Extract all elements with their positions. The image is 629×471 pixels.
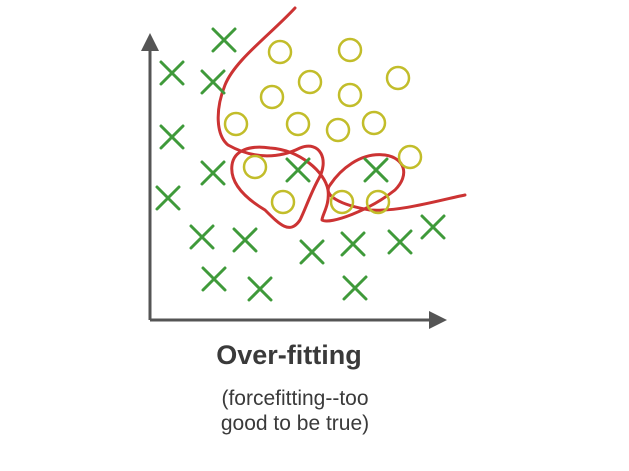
circle-marker bbox=[267, 39, 293, 65]
circle-marker bbox=[297, 69, 323, 95]
cross-marker bbox=[159, 60, 185, 86]
circle-marker bbox=[270, 189, 296, 215]
cross-marker bbox=[159, 124, 185, 150]
cross-marker bbox=[247, 276, 273, 302]
circle-marker bbox=[385, 65, 411, 91]
circle-marker bbox=[361, 110, 387, 136]
cross-marker bbox=[363, 157, 389, 183]
circle-marker bbox=[329, 189, 355, 215]
cross-marker bbox=[387, 229, 413, 255]
cross-marker bbox=[342, 275, 368, 301]
circle-markers bbox=[223, 37, 423, 215]
circle-marker bbox=[242, 154, 268, 180]
circle-marker bbox=[259, 84, 285, 110]
circle-marker bbox=[365, 189, 391, 215]
cross-marker bbox=[200, 69, 226, 95]
cross-marker bbox=[285, 157, 311, 183]
circle-marker bbox=[337, 37, 363, 63]
circle-marker bbox=[285, 111, 311, 137]
cross-marker bbox=[155, 185, 181, 211]
cross-marker bbox=[340, 231, 366, 257]
cross-marker bbox=[189, 224, 215, 250]
circle-marker bbox=[325, 117, 351, 143]
circle-marker bbox=[223, 111, 249, 137]
caption-subtitle-line-2: good to be true) bbox=[220, 412, 370, 435]
cross-marker bbox=[299, 239, 325, 265]
cross-marker bbox=[211, 27, 237, 53]
cross-marker bbox=[201, 266, 227, 292]
cross-marker bbox=[200, 160, 226, 186]
overfitting-diagram bbox=[141, 6, 467, 329]
caption-subtitle: (forcefitting--too good to be true) bbox=[0, 386, 590, 436]
caption-subtitle-line-1: (forcefitting--too bbox=[221, 387, 369, 410]
cross-marker bbox=[420, 214, 446, 240]
circle-marker bbox=[337, 82, 363, 108]
decision-boundary bbox=[216, 6, 467, 229]
cross-marker bbox=[232, 227, 258, 253]
circle-marker bbox=[397, 144, 423, 170]
caption-title: Over-fitting bbox=[216, 340, 362, 370]
cross-markers bbox=[155, 27, 446, 302]
